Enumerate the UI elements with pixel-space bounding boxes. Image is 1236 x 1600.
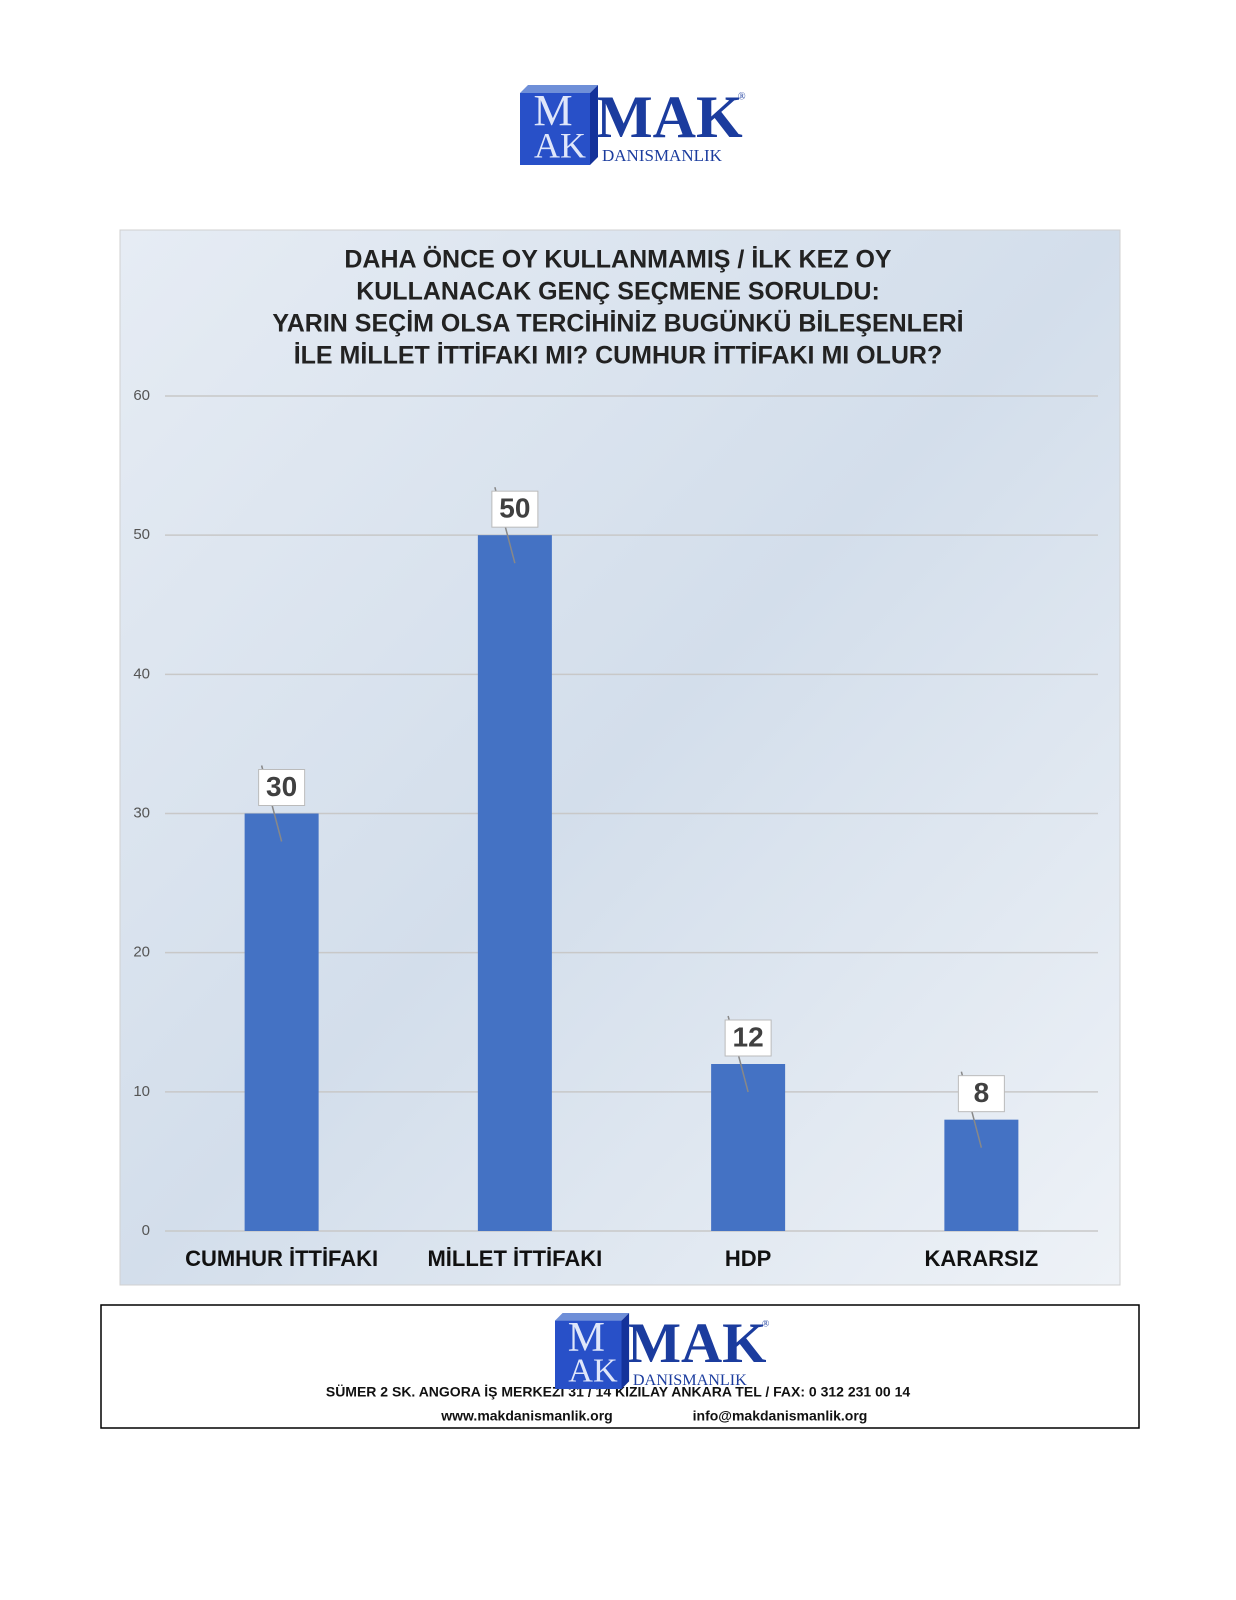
logo-monogram: M (533, 86, 572, 135)
bar (244, 813, 319, 1231)
value-label: 8 (974, 1077, 990, 1108)
logo-side (520, 85, 598, 93)
bar (944, 1119, 1019, 1231)
value-label-box (491, 490, 539, 528)
x-tick-label: MİLLET İTTİFAKI (427, 1246, 602, 1271)
chart-title: YARIN SEÇİM OLSA TERCİHİNİZ BUGÜNKÜ BİLE… (272, 309, 963, 338)
logo-side (621, 1313, 630, 1389)
y-tick-label: 60 (133, 387, 150, 404)
value-label: 30 (266, 771, 297, 802)
footer-email: info@makdanismanlik.org (693, 1408, 868, 1424)
logo: MAK MAK®DANISMANLIK (555, 1312, 769, 1390)
y-tick-label: 30 (133, 804, 150, 821)
logo-registered: ® (738, 91, 746, 102)
value-label-box (957, 1075, 1005, 1113)
y-tick-label: 40 (133, 665, 150, 682)
x-tick-label: HDP (725, 1246, 771, 1271)
chart-title: İLE MİLLET İTTİFAKI MI? CUMHUR İTTİFAKI … (294, 342, 943, 370)
value-label: 50 (499, 493, 530, 524)
logo-monogram: AK (534, 125, 586, 165)
chart-title: KULLANACAK GENÇ SEÇMENE SORULDU: (356, 278, 880, 306)
y-tick-label: 0 (142, 1222, 150, 1239)
chart-title: DAHA ÖNCE OY KULLANMAMIŞ / İLK KEZ OY (344, 245, 892, 274)
logo-name: MAK (596, 84, 743, 150)
logo-monogram: M (568, 1315, 605, 1361)
bar (477, 535, 552, 1231)
logo-square (520, 93, 590, 165)
logo-subtitle: DANISMANLIK (602, 146, 723, 165)
y-tick-label: 10 (133, 1083, 150, 1100)
logo-monogram: AK (568, 1353, 618, 1390)
logo-square (555, 1320, 622, 1389)
value-label-box (258, 769, 306, 806)
logo: MAK MAK®DANISMANLIK (520, 84, 746, 165)
x-tick-label: CUMHUR İTTİFAKI (185, 1246, 378, 1271)
logo-subtitle: DANISMANLIK (633, 1372, 747, 1389)
y-tick-label: 50 (133, 526, 150, 543)
value-label-box (724, 1019, 772, 1057)
logo-name: MAK (627, 1312, 766, 1375)
bar (711, 1064, 786, 1231)
value-label: 12 (733, 1021, 764, 1052)
footer-website: www.makdanismanlik.org (440, 1408, 612, 1424)
x-tick-label: KARARSIZ (925, 1246, 1039, 1271)
logo-side (590, 85, 598, 165)
logo-registered: ® (762, 1319, 769, 1330)
logo-side (555, 1313, 630, 1321)
y-tick-label: 20 (133, 944, 150, 961)
footer-address: SÜMER 2 SK. ANGORA İŞ MERKEZİ 31 / 14 KI… (326, 1384, 910, 1400)
